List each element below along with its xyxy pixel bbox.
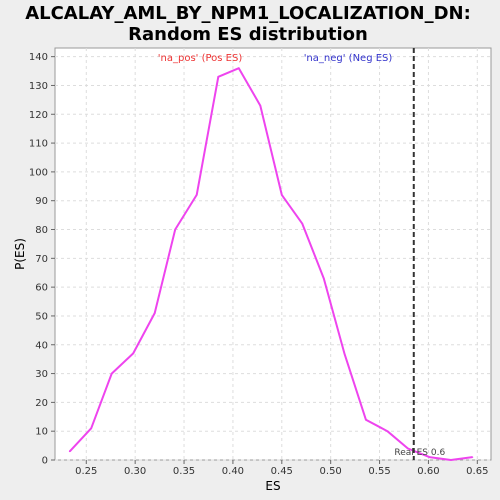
x-tick-label: 0.30 [124,466,146,477]
x-tick-label: 0.40 [222,466,244,477]
data-point [195,194,198,196]
series-line [68,67,473,461]
y-tick-label: 70 [35,254,48,265]
data-point [110,372,113,375]
y-tick-label: 100 [29,167,48,178]
y-tick-label: 140 [29,52,48,63]
data-point [132,352,135,355]
data-point [386,430,389,432]
chart-title-line-2: Random ES distribution [128,24,368,45]
y-axis-ticks: 0 10 20 30 40 50 60 70 80 90 100 110 120 130 140 [29,52,55,467]
x-tick-label: 0.55 [368,466,390,477]
reference-line-group: Real ES 0.6 [394,48,445,460]
data-point [301,222,304,225]
data-point [343,352,346,355]
y-tick-label: 40 [35,340,48,351]
data-point [407,447,409,450]
grid [55,48,491,461]
x-axis-ticks: 0.25 0.30 0.35 0.40 0.45 0.50 0.55 0.60 0.65 [75,460,488,477]
data-point [365,418,367,421]
y-tick-label: 0 [42,456,48,467]
data-point [428,456,431,458]
data-point [450,459,452,461]
data-point [217,76,220,78]
data-point [471,456,474,458]
y-tick-label: 60 [35,283,48,294]
x-tick-label: 0.60 [417,466,439,477]
plot-area [54,47,492,461]
data-point [90,427,92,430]
y-tick-label: 30 [35,369,48,380]
y-tick-label: 120 [29,110,48,121]
data-point [68,450,71,453]
data-point [280,194,283,196]
x-tick-label: 0.35 [173,466,195,477]
data-point [174,228,177,231]
x-tick-label: 0.45 [271,466,293,477]
real-es-label: Real ES 0.6 [394,448,445,458]
y-tick-label: 110 [29,139,48,150]
y-tick-label: 50 [35,311,48,322]
data-point [259,104,262,107]
x-tick-label: 0.50 [320,466,342,477]
data-point [153,312,156,314]
chart-title-line-1: ALCALAY_AML_BY_NPM1_LOCALIZATION_DN: [25,3,471,24]
y-tick-label: 130 [29,81,48,92]
x-tick-label: 0.65 [466,466,488,477]
data-point [237,67,240,69]
legend-label-pos: 'na_pos' (Pos ES) [158,53,243,64]
legend-label-neg: 'na_neg' (Neg ES) [304,53,393,64]
series-group [68,67,474,461]
y-axis-label: P(ES) [13,238,27,270]
y-tick-label: 90 [35,196,48,207]
x-axis-label: ES [265,479,280,493]
y-tick-label: 20 [35,398,48,409]
data-point [323,277,325,280]
y-tick-label: 80 [35,225,48,236]
y-tick-label: 10 [35,427,48,438]
x-tick-label: 0.25 [75,466,97,477]
